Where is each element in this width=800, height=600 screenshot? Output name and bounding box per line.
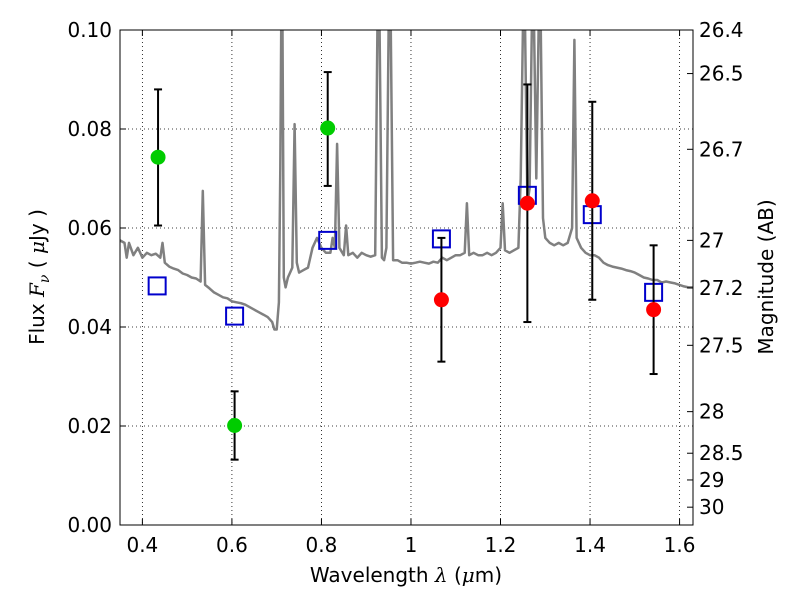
model-spectrum-line <box>120 30 693 331</box>
y-tick-label: 0.06 <box>67 216 112 240</box>
x-tick-label: 1.6 <box>664 533 696 557</box>
detection-point <box>227 418 243 434</box>
detection-point <box>150 149 166 165</box>
model-photometry-square <box>225 306 245 326</box>
y2-tick-label: 28 <box>699 400 724 424</box>
plot-frame <box>119 29 694 526</box>
y2-tick-label: 29 <box>699 468 724 492</box>
y2-tick-label: 27.2 <box>699 276 744 300</box>
x-tick-label: 0.6 <box>216 533 248 557</box>
markers-layer <box>147 71 664 461</box>
detection-point <box>646 302 662 318</box>
y2-tick-label: 27 <box>699 228 724 252</box>
y-axis-title: Flux Fν ( μJy ) <box>25 209 53 345</box>
grid <box>120 30 693 525</box>
y-tick-label: 0.10 <box>67 18 112 42</box>
y2-tick-label: 26.4 <box>699 18 744 42</box>
spectrum-layer <box>120 30 693 331</box>
x-tick-label: 0.8 <box>306 533 338 557</box>
x-tick-label: 1.2 <box>485 533 517 557</box>
x-tick-label: 1.4 <box>574 533 606 557</box>
detection-point <box>519 195 535 211</box>
x-axis-title: Wavelength λ (μm) <box>310 563 502 587</box>
y2-tick-label: 30 <box>699 495 724 519</box>
detection-point <box>584 193 600 209</box>
y2-tick-label: 27.5 <box>699 333 744 357</box>
x-tick-label: 1 <box>405 533 418 557</box>
model-photometry-square <box>147 276 167 296</box>
y2-tick-label: 26.5 <box>699 62 744 86</box>
y-tick-label: 0.00 <box>67 513 112 537</box>
y-tick-label: 0.08 <box>67 117 112 141</box>
y2-tick-label: 28.5 <box>699 441 744 465</box>
model-photometry-square <box>318 230 338 250</box>
detection-point <box>320 120 336 136</box>
x-tick-label: 0.4 <box>126 533 158 557</box>
plot-background <box>120 30 693 525</box>
y2-axis-title: Magnitude (AB) <box>754 199 778 354</box>
ticks: 0.4 0.6 0.8 1 1.2 1.4 1.6 0.00 0.02 0.04 0.06 0.08 0… <box>67 18 743 557</box>
y-tick-label: 0.04 <box>67 315 112 339</box>
y-tick-label: 0.02 <box>67 414 112 438</box>
y2-tick-label: 26.7 <box>699 137 744 161</box>
detection-point <box>433 292 449 308</box>
